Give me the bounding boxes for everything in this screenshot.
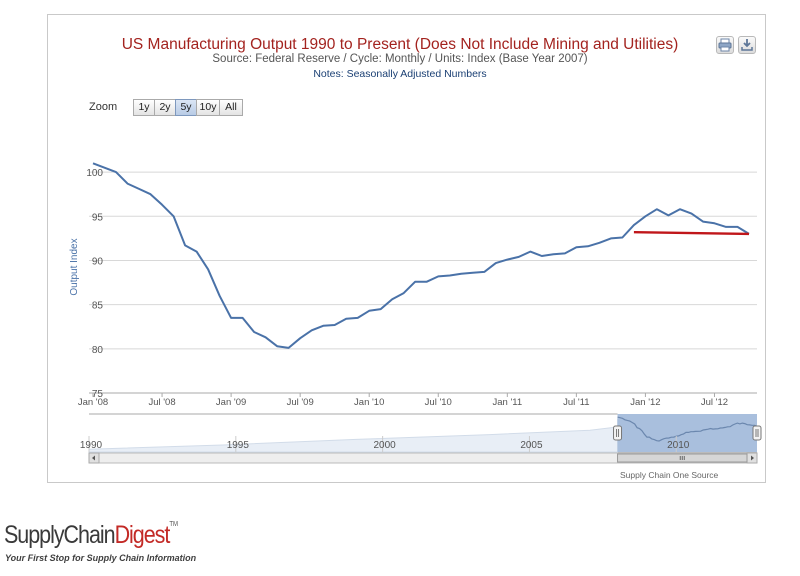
print-button[interactable] xyxy=(716,36,734,54)
zoom-10y-button[interactable]: 10y xyxy=(196,99,220,116)
trend-layer xyxy=(633,230,750,236)
y-axis-label: Output Index xyxy=(69,238,80,295)
navigator-handle[interactable] xyxy=(613,425,623,441)
zoom-2y-button[interactable]: 2y xyxy=(154,99,176,116)
x-tick-label: Jan '09 xyxy=(216,397,246,408)
chart-container xyxy=(47,14,766,483)
zoom-1y-button[interactable]: 1y xyxy=(133,99,155,116)
x-tick-label: Jul '09 xyxy=(287,397,314,408)
x-tick-label: Jul '10 xyxy=(425,397,452,408)
logo: SupplyChainDigestTM xyxy=(4,521,178,550)
chart-title: US Manufacturing Output 1990 to Present … xyxy=(121,36,679,53)
zoom-5y-button[interactable]: 5y xyxy=(175,99,197,116)
x-tick-label: Jul '11 xyxy=(563,397,589,408)
zoom-All-button[interactable]: All xyxy=(219,99,243,116)
navigator-area xyxy=(88,418,651,453)
x-tick-label: Jan '08 xyxy=(78,397,108,408)
x-tick-label: Jul '08 xyxy=(148,397,175,408)
navigator-handle[interactable] xyxy=(752,425,762,441)
navigator-year-label: 2005 xyxy=(520,440,543,451)
printer-icon xyxy=(718,38,732,52)
trend-line xyxy=(633,230,750,236)
navigator-year-label: 2010 xyxy=(667,440,690,451)
y-tick-label: 90 xyxy=(92,256,104,267)
x-tick-label: Jan '12 xyxy=(630,397,660,408)
x-tick-label: Jan '11 xyxy=(492,397,522,408)
series-layer xyxy=(92,162,750,349)
chevron-right-icon xyxy=(751,455,754,461)
chevron-left-icon xyxy=(92,455,95,461)
logo-tm: TM xyxy=(169,521,179,528)
y-tick-label: 100 xyxy=(86,168,103,179)
series-line xyxy=(92,162,750,349)
x-tick-label: Jul '12 xyxy=(701,397,728,408)
y-tick-label: 75 xyxy=(92,389,104,400)
x-axis: Jan '08 Jul '08 Jan '09 Jul '09 Jan '10 Jul '… xyxy=(78,392,757,408)
navigator-year-label: 1995 xyxy=(227,440,250,451)
credit-text: Supply Chain One Source xyxy=(620,470,719,480)
chart-subtitle: Source: Federal Reserve / Cycle: Monthly… xyxy=(212,53,588,65)
y-axis: 75 80 85 90 95 100 xyxy=(86,168,103,400)
logo-tagline: Your First Stop for Supply Chain Informa… xyxy=(5,553,197,563)
navigator-series xyxy=(617,416,758,442)
x-tick-label: Jan '10 xyxy=(354,397,384,408)
logo-part-2: Digest xyxy=(114,521,171,549)
y-tick-label: 80 xyxy=(92,345,104,356)
zoom-label: Zoom xyxy=(89,101,118,113)
navigator-year-label: 1990 xyxy=(80,440,103,451)
export-button[interactable] xyxy=(738,36,756,54)
logo-part-1: SupplyChain xyxy=(4,521,116,549)
download-icon xyxy=(741,39,753,51)
navigator-year-label: 2000 xyxy=(374,440,397,451)
navigator[interactable]: 1990 1995 2000 2005 2010 xyxy=(80,413,762,464)
chart-notes: Notes: Seasonally Adjusted Numbers xyxy=(313,68,487,80)
y-tick-label: 95 xyxy=(92,212,104,223)
y-tick-label: 85 xyxy=(92,301,104,312)
